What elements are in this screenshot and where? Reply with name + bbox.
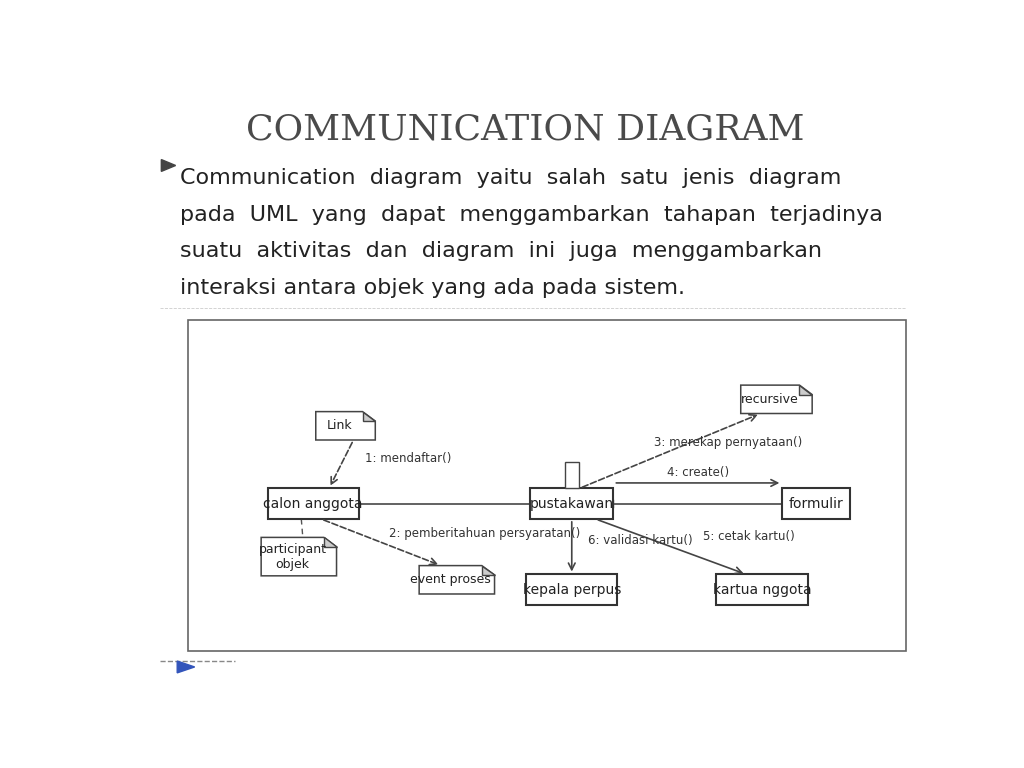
- Polygon shape: [261, 538, 337, 576]
- Bar: [267, 488, 358, 519]
- Polygon shape: [482, 565, 495, 575]
- Text: 2: pemberitahuan persyaratan(): 2: pemberitahuan persyaratan(): [389, 527, 581, 540]
- Bar: [187, 319, 906, 651]
- Polygon shape: [740, 385, 812, 413]
- Text: 4: create(): 4: create(): [667, 465, 729, 478]
- Text: kepala perpus: kepala perpus: [522, 583, 621, 597]
- Bar: [530, 488, 613, 519]
- Polygon shape: [419, 565, 495, 594]
- Text: pustakawan: pustakawan: [529, 497, 613, 511]
- Text: participant
objek: participant objek: [258, 543, 327, 571]
- Bar: [782, 488, 850, 519]
- Text: COMMUNICATION DIAGRAM: COMMUNICATION DIAGRAM: [246, 113, 804, 147]
- Text: suatu  aktivitas  dan  diagram  ini  juga  menggambarkan: suatu aktivitas dan diagram ini juga men…: [179, 241, 821, 261]
- Text: calon anggota: calon anggota: [263, 497, 362, 511]
- Text: interaksi antara objek yang ada pada sistem.: interaksi antara objek yang ada pada sis…: [179, 278, 685, 298]
- Polygon shape: [315, 412, 375, 440]
- Text: Communication  diagram  yaitu  salah  satu  jenis  diagram: Communication diagram yaitu salah satu j…: [179, 168, 841, 188]
- Polygon shape: [177, 661, 195, 673]
- Text: event proses: event proses: [411, 573, 490, 586]
- Text: 1: mendaftar(): 1: mendaftar(): [366, 452, 452, 465]
- Bar: [564, 462, 579, 488]
- Bar: [526, 574, 617, 605]
- Text: pada  UML  yang  dapat  menggambarkan  tahapan  terjadinya: pada UML yang dapat menggambarkan tahapa…: [179, 204, 883, 224]
- Polygon shape: [324, 538, 337, 547]
- Text: 3: merekap pernyataan(): 3: merekap pernyataan(): [654, 435, 803, 449]
- Text: 5: cetak kartu(): 5: cetak kartu(): [702, 529, 795, 542]
- Polygon shape: [800, 385, 812, 395]
- Text: recursive: recursive: [741, 392, 799, 406]
- Text: formulir: formulir: [788, 497, 844, 511]
- Polygon shape: [362, 412, 375, 421]
- Bar: [717, 574, 808, 605]
- Polygon shape: [162, 160, 176, 171]
- Text: 6: validasi kartu(): 6: validasi kartu(): [588, 535, 692, 548]
- Text: Link: Link: [327, 419, 352, 432]
- Text: kartua nggota: kartua nggota: [713, 583, 811, 597]
